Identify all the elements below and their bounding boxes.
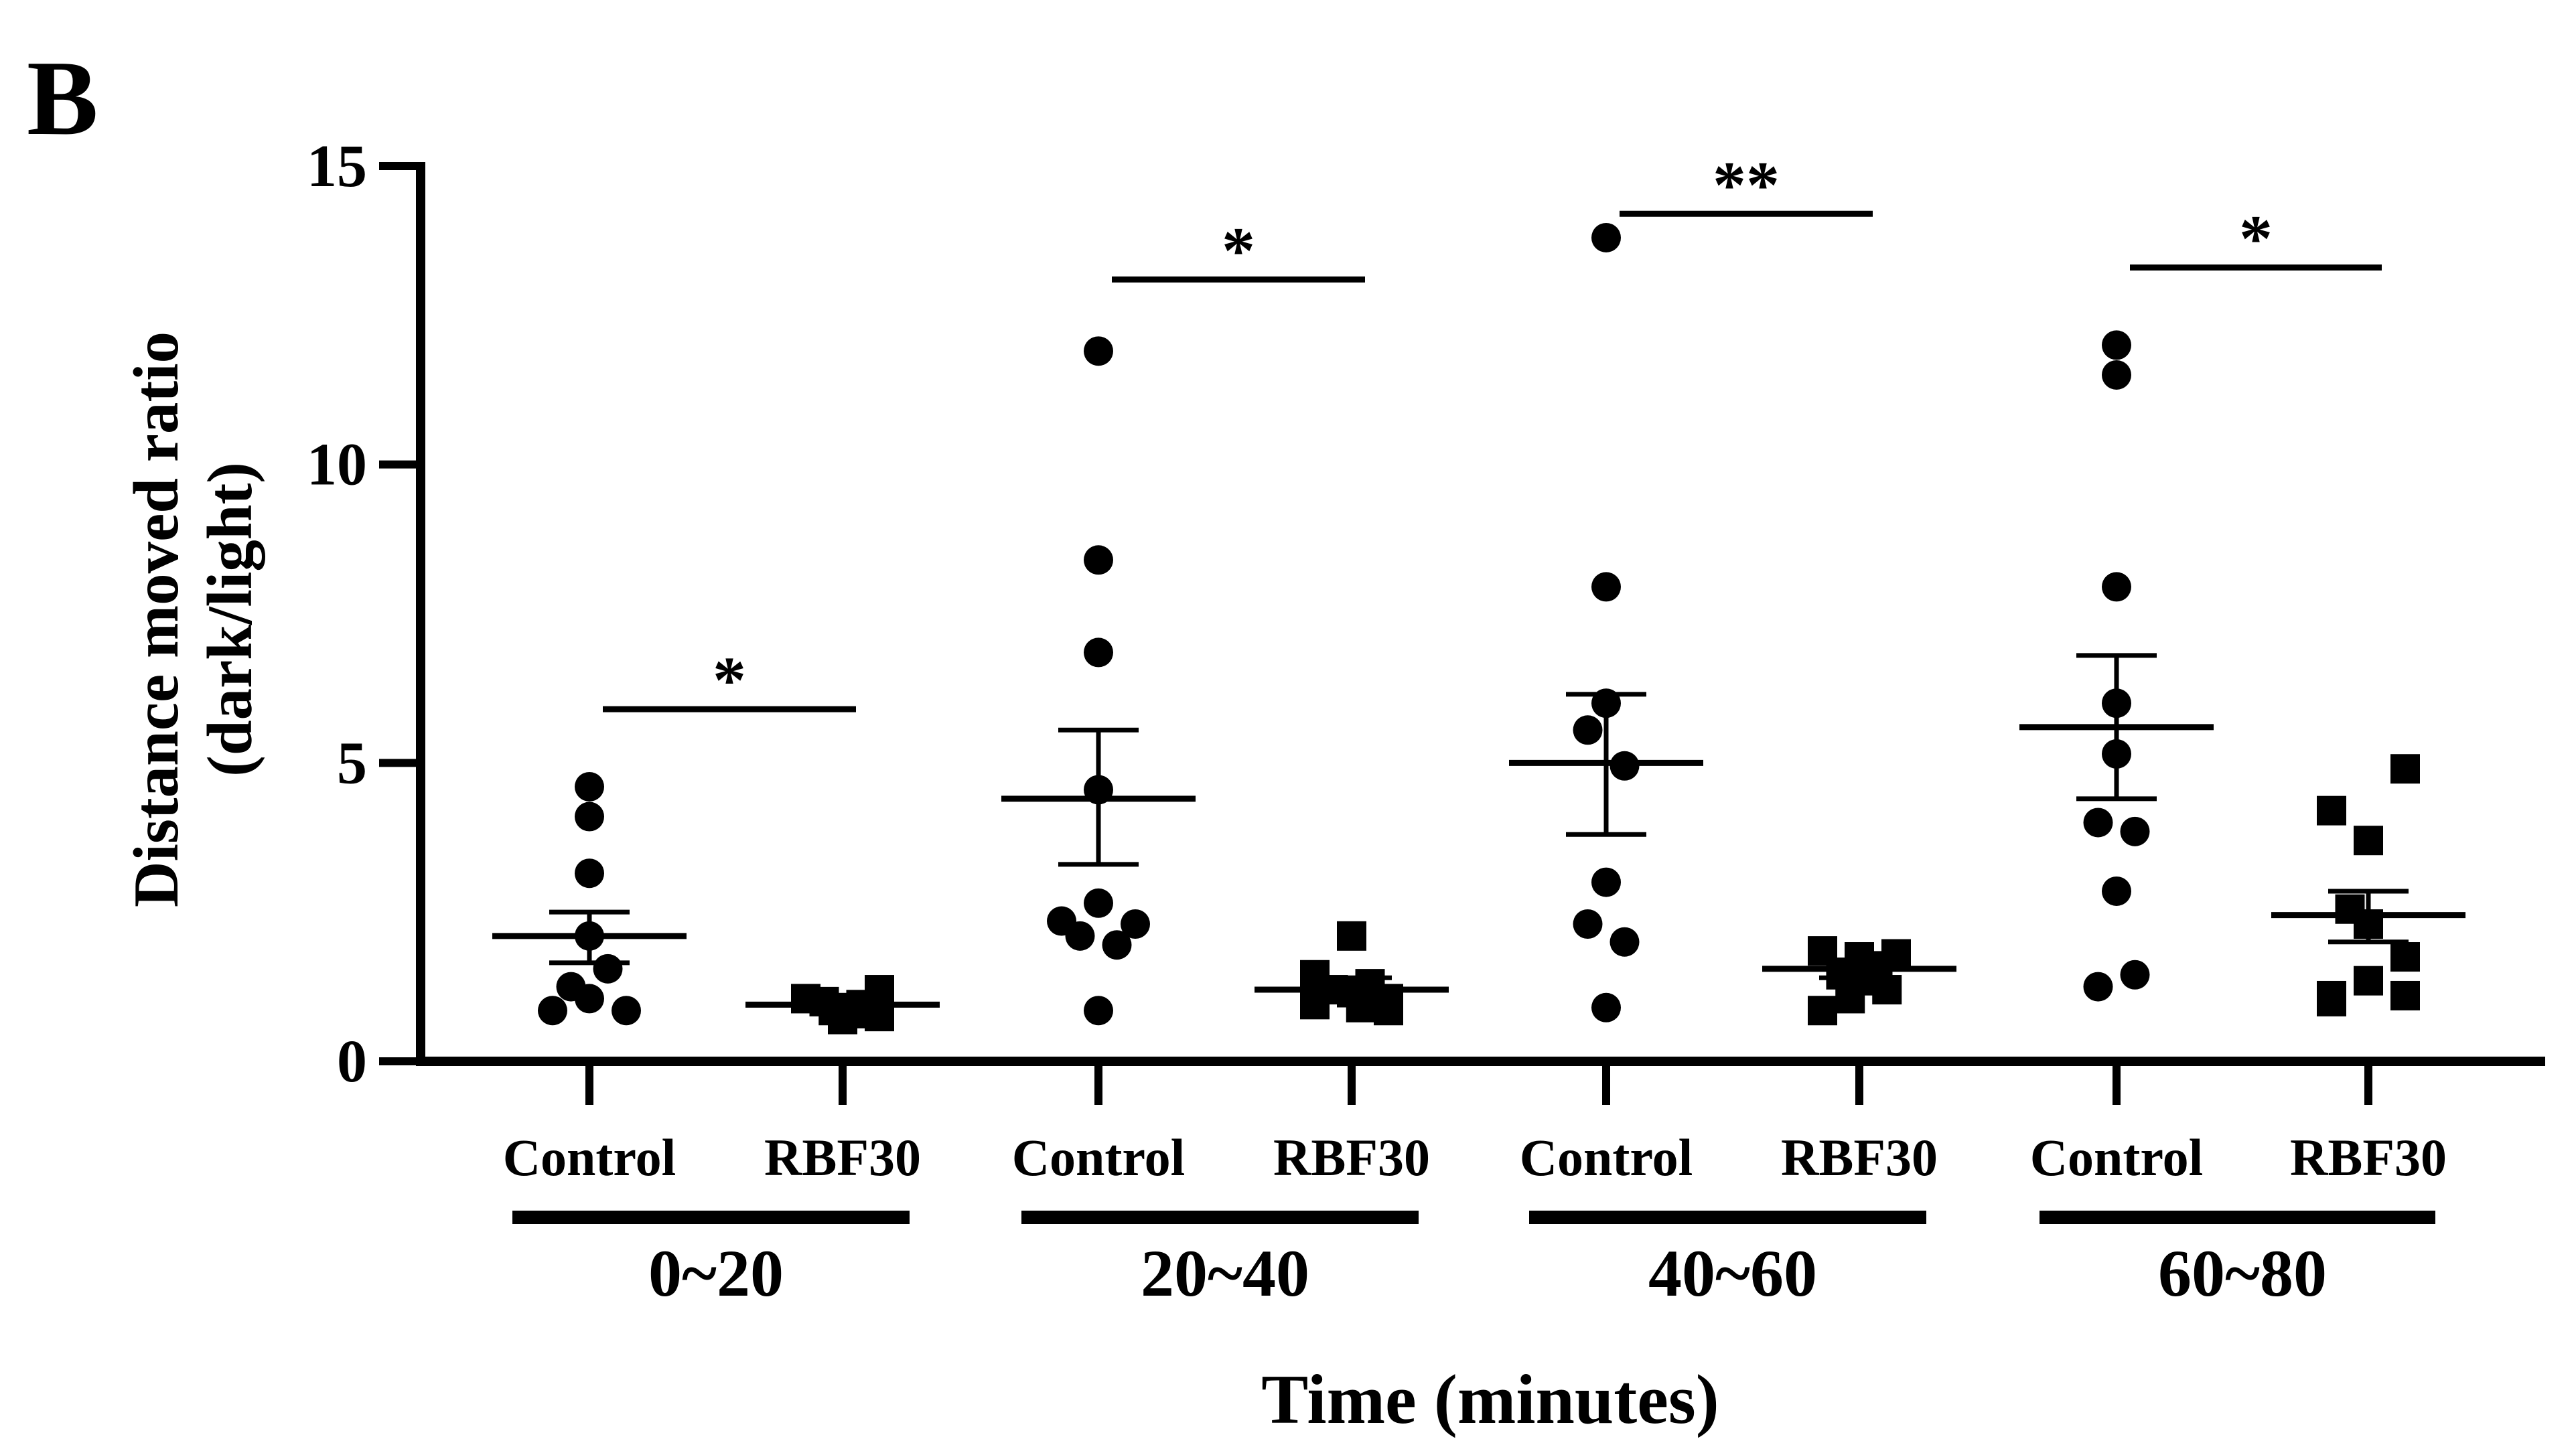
- rbf30-point: [2354, 966, 2383, 996]
- y-tick-label: 5: [337, 730, 367, 796]
- control-point: [575, 858, 604, 889]
- control-point: [575, 771, 604, 802]
- rbf30-point: [1337, 921, 1366, 951]
- y-axis-label-line2: (dark/light): [194, 462, 265, 777]
- rbf30-point: [1835, 984, 1865, 1014]
- control-point: [2083, 808, 2113, 838]
- y-axis-label-line1: Distance moved ratio: [121, 331, 192, 907]
- x-axis-label: Time (minutes): [1261, 1360, 1719, 1438]
- control-point: [1591, 992, 1621, 1022]
- x-tick-label: Control: [2030, 1128, 2204, 1187]
- x-tick-label: Control: [1012, 1128, 1186, 1187]
- control-point: [575, 802, 604, 832]
- control-point: [2083, 972, 2113, 1002]
- control-point: [1084, 996, 1113, 1026]
- control-point: [1084, 545, 1113, 575]
- control-point: [593, 954, 623, 984]
- control-point: [1591, 222, 1621, 252]
- control-point: [1573, 715, 1603, 745]
- panel-label: B: [27, 38, 98, 157]
- y-tick-label: 15: [307, 133, 367, 200]
- rbf30-point: [2390, 754, 2420, 784]
- x-tick-label: RBF30: [764, 1128, 921, 1187]
- control-point: [1609, 927, 1640, 957]
- rbf30-point: [2390, 942, 2420, 972]
- x-tick-label: RBF30: [2290, 1128, 2447, 1187]
- control-point: [2102, 572, 2131, 602]
- control-point: [1121, 909, 1150, 939]
- control-point: [612, 996, 641, 1026]
- control-point: [1591, 572, 1621, 602]
- rbf30-point: [2317, 986, 2346, 1016]
- control-point: [1084, 888, 1113, 918]
- significance-marker: *: [713, 643, 746, 717]
- control-point: [1102, 930, 1132, 960]
- rbf30-point: [2354, 826, 2383, 856]
- time-group-label: 60~80: [2158, 1236, 2327, 1310]
- time-group-label: 40~60: [1648, 1236, 1817, 1310]
- control-point: [538, 996, 567, 1026]
- control-point: [2102, 330, 2131, 360]
- rbf30-point: [2317, 795, 2346, 826]
- rbf30-point: [2390, 980, 2420, 1010]
- control-point: [575, 984, 604, 1014]
- control-point: [1084, 336, 1113, 366]
- x-tick-label: Control: [503, 1128, 676, 1187]
- control-point: [1065, 921, 1095, 951]
- rbf30-point: [1808, 996, 1837, 1026]
- significance-marker: **: [1713, 147, 1780, 222]
- significance-marker: *: [2239, 202, 2273, 276]
- control-point: [1591, 867, 1621, 897]
- control-point: [2120, 816, 2150, 846]
- control-point: [1573, 909, 1603, 939]
- rbf30-point: [1300, 990, 1330, 1020]
- control-point: [2102, 360, 2131, 390]
- control-point: [2102, 876, 2131, 906]
- time-group-label: 0~20: [648, 1236, 784, 1310]
- time-group-label: 20~40: [1141, 1236, 1309, 1310]
- x-tick-label: RBF30: [1273, 1128, 1430, 1187]
- control-point: [2120, 960, 2150, 990]
- x-tick-label: Control: [1520, 1128, 1693, 1187]
- significance-marker: *: [1222, 213, 1255, 287]
- plot-area: 0 5 10 15 Control RBF30 * 0~20 Control RBF30 * 20~4…: [307, 133, 2545, 1310]
- control-point: [1084, 637, 1113, 668]
- y-tick-label: 10: [307, 432, 367, 498]
- x-tick-label: RBF30: [1781, 1128, 1938, 1187]
- y-tick-label: 0: [337, 1029, 367, 1095]
